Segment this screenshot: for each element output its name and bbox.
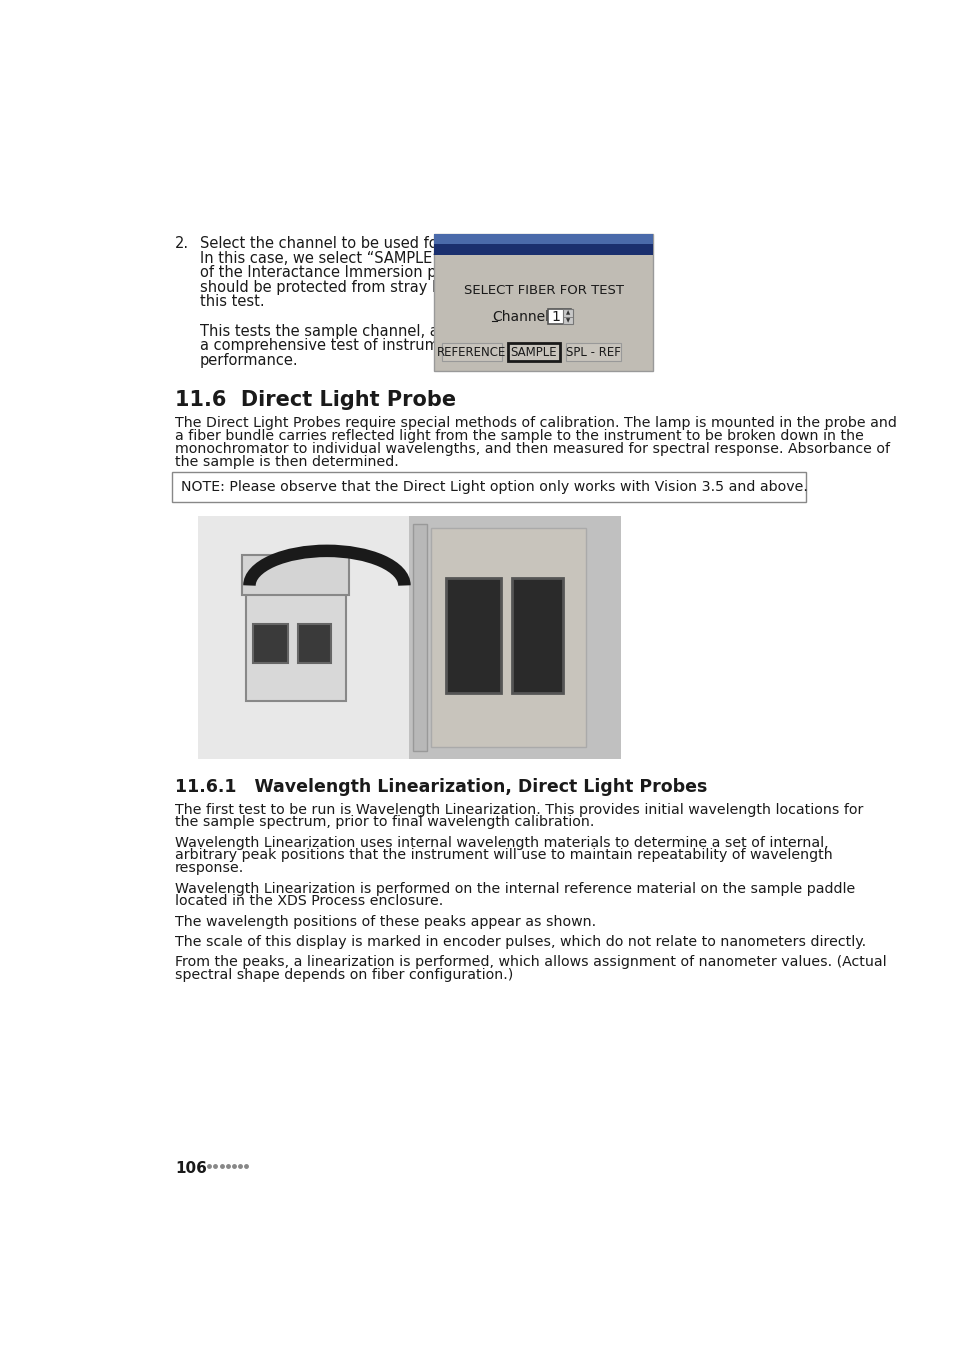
Text: monochromator to individual wavelengths, and then measured for spectral response: monochromator to individual wavelengths,… — [174, 443, 889, 456]
Bar — [562, 309, 572, 324]
Text: the sample spectrum, prior to final wavelength calibration.: the sample spectrum, prior to final wave… — [174, 815, 594, 829]
Text: 2.: 2. — [174, 236, 189, 251]
Text: SELECT FIBER FOR TEST: SELECT FIBER FOR TEST — [463, 284, 623, 297]
Text: This tests the sample channel, and provides: This tests the sample channel, and provi… — [199, 324, 524, 339]
Text: The scale of this display is marked in encoder pulses, which do not relate to na: The scale of this display is marked in e… — [174, 936, 865, 949]
Bar — [413, 524, 427, 751]
Text: 106: 106 — [174, 1161, 207, 1176]
Text: arbitrary peak positions that the instrument will use to maintain repeatability : arbitrary peak positions that the instru… — [174, 848, 832, 863]
Text: this test.: this test. — [199, 294, 264, 309]
Text: a comprehensive test of instrument: a comprehensive test of instrument — [199, 339, 462, 354]
Text: located in the XDS Process enclosure.: located in the XDS Process enclosure. — [174, 894, 443, 909]
Text: 11.6  Direct Light Probe: 11.6 Direct Light Probe — [174, 390, 456, 410]
Text: Wavelength Linearization uses internal wavelength materials to determine a set o: Wavelength Linearization uses internal w… — [174, 836, 828, 849]
Text: ▲: ▲ — [565, 310, 570, 315]
Bar — [245, 593, 346, 701]
Bar — [172, 472, 805, 502]
Text: From the peaks, a linearization is performed, which allows assignment of nanomet: From the peaks, a linearization is perfo… — [174, 956, 885, 969]
Bar — [547, 309, 571, 324]
Text: ▼: ▼ — [565, 319, 570, 324]
Text: 11.6.1   Wavelength Linearization, Direct Light Probes: 11.6.1 Wavelength Linearization, Direct … — [174, 778, 707, 796]
Bar — [434, 244, 653, 255]
Text: the sample is then determined.: the sample is then determined. — [174, 455, 398, 470]
Text: NOTE: Please observe that the Direct Light option only works with Vision 3.5 and: NOTE: Please observe that the Direct Lig… — [181, 481, 807, 494]
Bar — [512, 578, 562, 694]
Bar — [298, 624, 331, 663]
Bar — [565, 343, 620, 362]
Bar — [409, 516, 620, 759]
Bar — [446, 578, 500, 694]
Text: Channel:: Channel: — [492, 309, 553, 324]
Text: REFERENCE: REFERENCE — [436, 346, 506, 359]
Text: spectral shape depends on fiber configuration.): spectral shape depends on fiber configur… — [174, 968, 513, 983]
Bar — [434, 234, 653, 371]
Bar — [507, 343, 559, 362]
Text: The Direct Light Probes require special methods of calibration. The lamp is moun: The Direct Light Probes require special … — [174, 416, 896, 431]
Text: The first test to be run is Wavelength Linearization. This provides initial wave: The first test to be run is Wavelength L… — [174, 803, 862, 817]
Text: SAMPLE: SAMPLE — [510, 346, 557, 359]
Text: 1: 1 — [551, 309, 559, 324]
Bar — [253, 624, 288, 663]
Bar — [198, 516, 409, 759]
Text: performance.: performance. — [199, 352, 298, 369]
Text: should be protected from stray light for: should be protected from stray light for — [199, 279, 489, 294]
Text: of the Interactance Immersion probe: of the Interactance Immersion probe — [199, 265, 469, 281]
Bar — [441, 343, 501, 362]
Bar — [242, 555, 349, 595]
Text: a fiber bundle carries reflected light from the sample to the instrument to be b: a fiber bundle carries reflected light f… — [174, 429, 863, 443]
Text: In this case, we select “SAMPLE”. The end: In this case, we select “SAMPLE”. The en… — [199, 251, 508, 266]
Bar — [431, 528, 585, 747]
Bar — [434, 234, 653, 244]
Text: Wavelength Linearization is performed on the internal reference material on the : Wavelength Linearization is performed on… — [174, 882, 855, 895]
Text: Select the channel to be used for the test.: Select the channel to be used for the te… — [199, 236, 510, 251]
Text: SPL - REF: SPL - REF — [565, 346, 620, 359]
Text: The wavelength positions of these peaks appear as shown.: The wavelength positions of these peaks … — [174, 915, 596, 929]
Text: response.: response. — [174, 861, 244, 875]
